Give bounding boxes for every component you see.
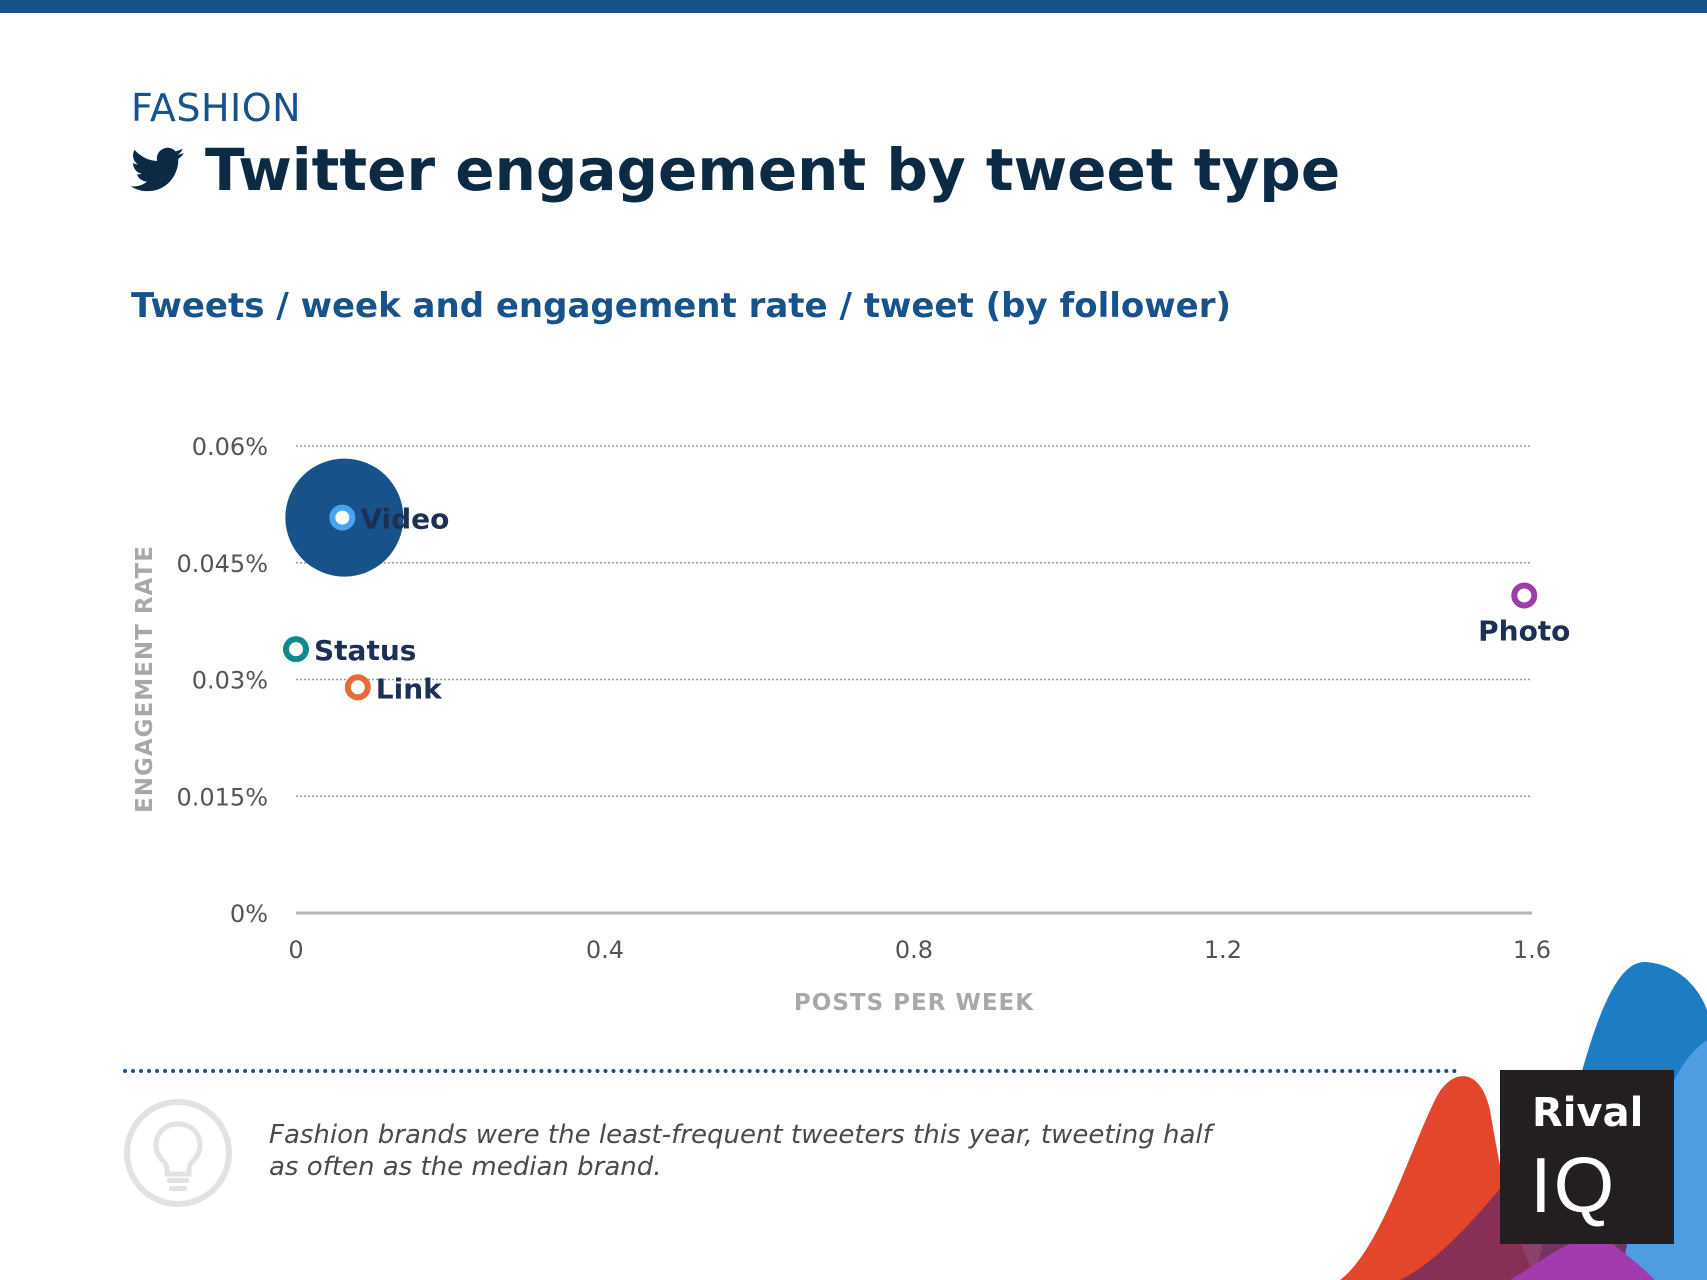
lightbulb-icon	[124, 1099, 232, 1207]
photo-label: Photo	[1478, 614, 1570, 647]
section-divider	[123, 1069, 1458, 1073]
status-point	[283, 636, 309, 663]
x-tick-label: 0.4	[586, 936, 624, 964]
title-row: Twitter engagement by tweet type	[131, 135, 1340, 205]
y-tick-label: 0%	[230, 900, 268, 928]
y-axis-title: ENGAGEMENT RATE	[132, 545, 158, 813]
y-tick-label: 0.015%	[176, 783, 268, 811]
video-label: Video	[360, 503, 449, 536]
x-tick-label: 1.6	[1513, 936, 1551, 964]
rival-iq-logo: Rival IQ	[1500, 1070, 1674, 1244]
y-tick-label: 0.045%	[176, 550, 268, 578]
category-label: FASHION	[131, 86, 302, 130]
logo-text-rival: Rival	[1532, 1090, 1644, 1136]
chart-title: Twitter engagement by tweet type	[205, 136, 1341, 204]
status-label: Status	[314, 634, 416, 667]
link-point	[344, 674, 371, 701]
top-accent-bar	[0, 0, 1707, 13]
x-tick-label: 1.2	[1204, 936, 1242, 964]
photo-point	[1511, 582, 1538, 609]
x-tick-label: 0	[288, 936, 303, 964]
link-label: Link	[376, 672, 443, 705]
twitter-bird-icon	[131, 147, 185, 192]
video-point	[329, 504, 356, 531]
chart-subtitle: Tweets / week and engagement rate / twee…	[131, 286, 1232, 326]
x-axis-title: POSTS PER WEEK	[794, 990, 1034, 1016]
y-tick-label: 0.06%	[192, 433, 268, 461]
insight-text: Fashion brands were the least-frequent t…	[269, 1120, 1212, 1182]
y-tick-label: 0.03%	[192, 667, 268, 695]
logo-text-iq: IQ	[1530, 1141, 1617, 1229]
x-tick-label: 0.8	[895, 936, 933, 964]
